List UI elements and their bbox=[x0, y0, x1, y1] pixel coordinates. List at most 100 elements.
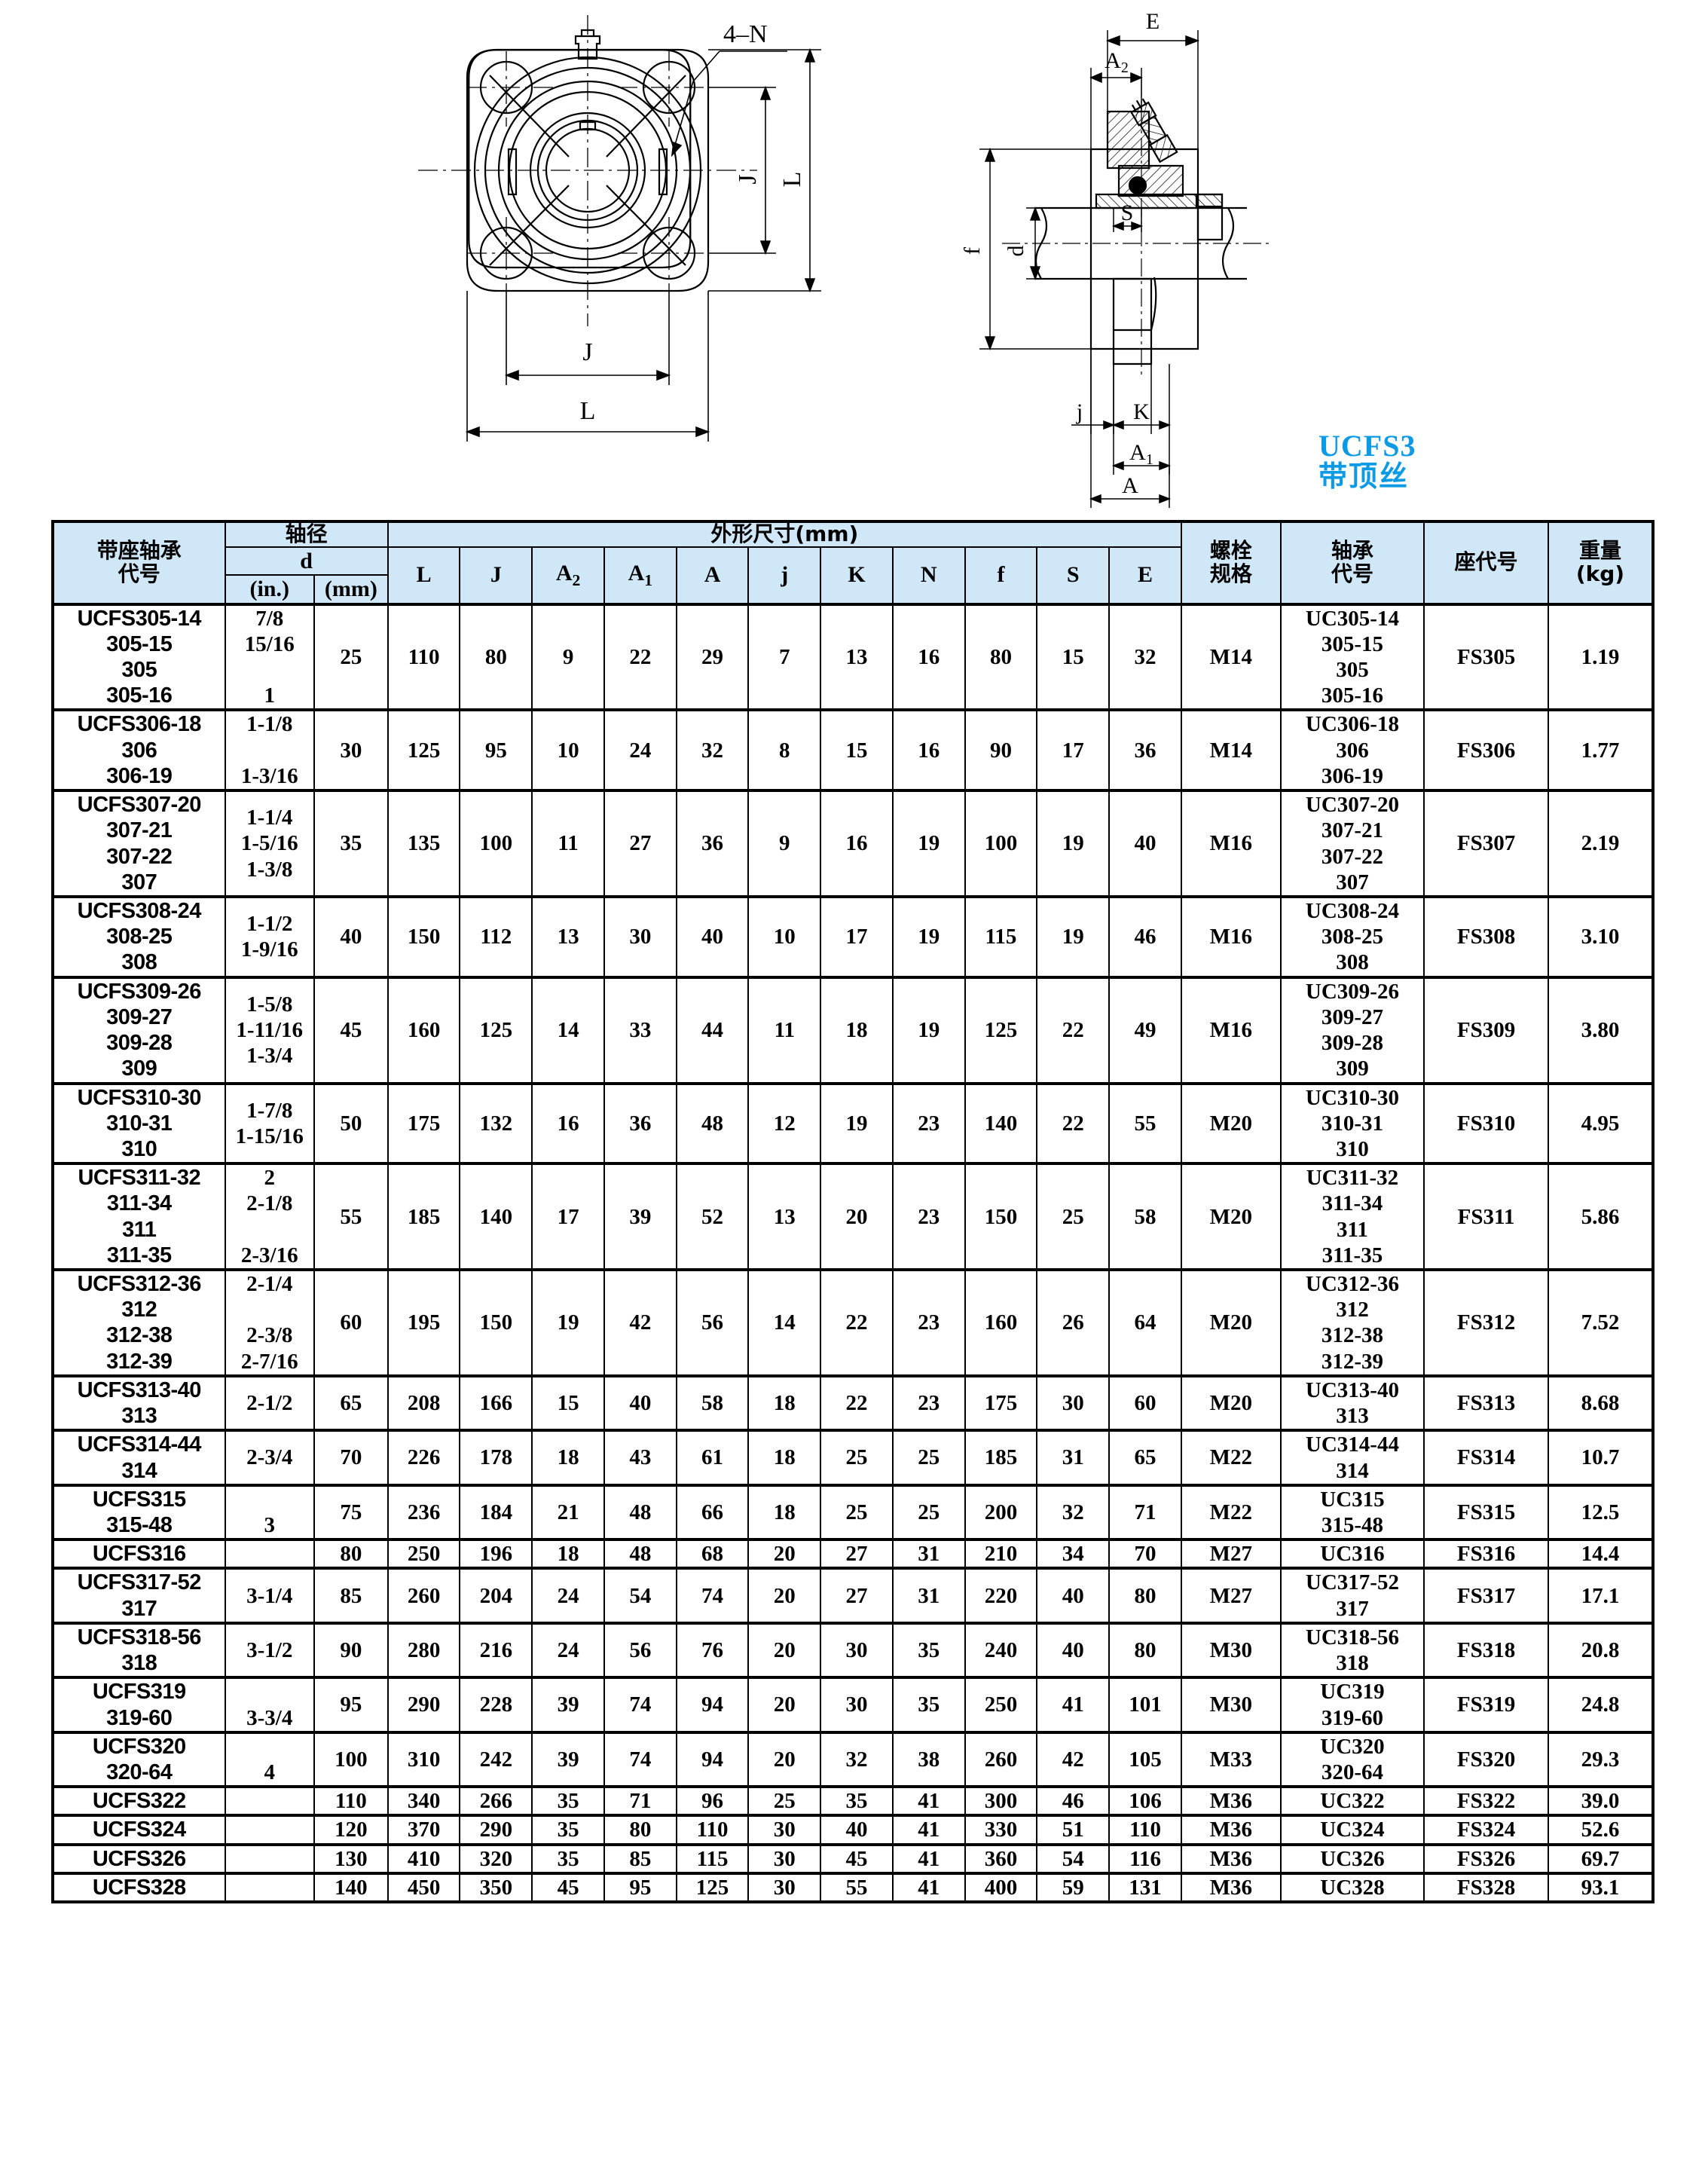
cell-f: 330 bbox=[964, 1814, 1038, 1845]
cell-mm: 45 bbox=[313, 975, 389, 1084]
cell-j: 18 bbox=[747, 1429, 822, 1486]
cell-N: 35 bbox=[891, 1621, 966, 1679]
cell-bolt: M16 bbox=[1180, 789, 1282, 897]
cell-L: 110 bbox=[387, 602, 461, 711]
cell-f: 200 bbox=[964, 1483, 1038, 1541]
cell-inch: 2-1/2 bbox=[224, 1374, 315, 1432]
cell-inch: 1-1/4 1-5/16 1-3/8 bbox=[224, 789, 315, 897]
cell-code: UCFS318-56 318 bbox=[52, 1621, 226, 1679]
cell-N: 41 bbox=[891, 1842, 966, 1874]
front-view-drawing: 4–N J L J L bbox=[418, 15, 821, 442]
cell-K: 27 bbox=[820, 1567, 894, 1624]
cell-bearing: UC318-56 318 bbox=[1279, 1621, 1425, 1679]
cell-code: UCFS309-26 309-27 309-28 309 bbox=[52, 975, 226, 1084]
cell-mm: 50 bbox=[313, 1081, 389, 1165]
cell-S: 25 bbox=[1036, 1162, 1111, 1271]
cell-L: 250 bbox=[387, 1538, 461, 1570]
cell-E: 116 bbox=[1108, 1842, 1182, 1874]
cell-bolt: M20 bbox=[1180, 1268, 1282, 1377]
cell-A1: 42 bbox=[603, 1268, 677, 1377]
cell-housing: FS311 bbox=[1423, 1162, 1549, 1271]
cell-mm: 90 bbox=[313, 1621, 389, 1679]
cell-A2: 18 bbox=[531, 1538, 605, 1570]
cell-bolt: M27 bbox=[1180, 1567, 1282, 1624]
cell-K: 32 bbox=[820, 1730, 894, 1788]
cell-K: 19 bbox=[820, 1081, 894, 1165]
series-name: UCFS3 bbox=[1318, 429, 1416, 463]
cell-housing: FS317 bbox=[1423, 1567, 1549, 1624]
cell-A1: 80 bbox=[603, 1814, 677, 1845]
cell-inch: 2 2-1/8 2-3/16 bbox=[224, 1162, 315, 1271]
cell-A: 68 bbox=[675, 1538, 750, 1570]
cell-code: UCFS317-52 317 bbox=[52, 1567, 226, 1624]
cell-mm: 95 bbox=[313, 1676, 389, 1733]
cell-A2: 17 bbox=[531, 1162, 605, 1271]
cell-housing: FS320 bbox=[1423, 1730, 1549, 1788]
cell-J: 216 bbox=[459, 1621, 533, 1679]
label-f: f bbox=[960, 247, 985, 255]
cell-A: 94 bbox=[675, 1676, 750, 1733]
cell-bearing: UC307-20 307-21 307-22 307 bbox=[1279, 789, 1425, 897]
cell-A2: 14 bbox=[531, 975, 605, 1084]
cell-N: 23 bbox=[891, 1374, 966, 1432]
cell-weight: 17.1 bbox=[1547, 1567, 1655, 1624]
header-row-3: (in.) (mm) bbox=[53, 574, 1653, 605]
cell-mm: 70 bbox=[313, 1429, 389, 1486]
cell-N: 35 bbox=[891, 1676, 966, 1733]
cell-E: 80 bbox=[1108, 1567, 1182, 1624]
cell-code: UCFS315 315-48 bbox=[52, 1483, 226, 1541]
cell-E: 105 bbox=[1108, 1730, 1182, 1788]
cell-N: 25 bbox=[891, 1429, 966, 1486]
cell-J: 80 bbox=[459, 602, 533, 711]
cell-bolt: M36 bbox=[1180, 1842, 1282, 1874]
cell-S: 19 bbox=[1036, 789, 1111, 897]
cell-inch bbox=[224, 1842, 315, 1874]
cell-S: 34 bbox=[1036, 1538, 1111, 1570]
cell-L: 125 bbox=[387, 708, 461, 792]
cell-f: 125 bbox=[964, 975, 1038, 1084]
cell-K: 22 bbox=[820, 1374, 894, 1432]
cell-A1: 71 bbox=[603, 1785, 677, 1817]
cell-L: 310 bbox=[387, 1730, 461, 1788]
cell-A2: 13 bbox=[531, 894, 605, 978]
cell-bearing: UC308-24 308-25 308 bbox=[1279, 894, 1425, 978]
cell-N: 31 bbox=[891, 1538, 966, 1570]
cell-housing: FS307 bbox=[1423, 789, 1549, 897]
cell-inch bbox=[224, 1785, 315, 1817]
cell-mm: 30 bbox=[313, 708, 389, 792]
cell-code: UCFS313-40 313 bbox=[52, 1374, 226, 1432]
cell-E: 46 bbox=[1108, 894, 1182, 978]
cell-bearing: UC314-44 314 bbox=[1279, 1429, 1425, 1486]
table-row: UCFS319 319-60 3-3/4 95 290 228 39 74 94 20 30 35… bbox=[52, 1676, 1655, 1733]
cell-mm: 55 bbox=[313, 1162, 389, 1271]
cell-E: 58 bbox=[1108, 1162, 1182, 1271]
cell-bearing: UC310-30 310-31 310 bbox=[1279, 1081, 1425, 1165]
table-row: UCFS328 140 450 350 45 95 125 30 55 41 400 59 131 M36… bbox=[52, 1871, 1655, 1903]
cell-inch: 3-3/4 bbox=[224, 1676, 315, 1733]
th-dim-j: j bbox=[747, 546, 822, 605]
cell-A2: 45 bbox=[531, 1871, 605, 1903]
cell-housing: FS322 bbox=[1423, 1785, 1549, 1817]
cell-K: 13 bbox=[820, 602, 894, 711]
th-dim-f: f bbox=[964, 546, 1038, 605]
cell-weight: 10.7 bbox=[1547, 1429, 1655, 1486]
cell-inch: 4 bbox=[224, 1730, 315, 1788]
cell-f: 160 bbox=[964, 1268, 1038, 1377]
cell-J: 204 bbox=[459, 1567, 533, 1624]
cell-housing: FS312 bbox=[1423, 1268, 1549, 1377]
cell-A2: 18 bbox=[531, 1429, 605, 1486]
cell-L: 260 bbox=[387, 1567, 461, 1624]
cell-N: 23 bbox=[891, 1268, 966, 1377]
table-row: UCFS320 320-64 4 100 310 242 39 74 94 20 32 38 260… bbox=[52, 1730, 1655, 1788]
cell-f: 240 bbox=[964, 1621, 1038, 1679]
cell-S: 30 bbox=[1036, 1374, 1111, 1432]
cell-bolt: M36 bbox=[1180, 1785, 1282, 1817]
cell-bearing: UC305-14 305-15 305 305-16 bbox=[1279, 602, 1425, 711]
cell-A: 40 bbox=[675, 894, 750, 978]
cell-S: 19 bbox=[1036, 894, 1111, 978]
cell-j: 8 bbox=[747, 708, 822, 792]
cell-inch: 2-3/4 bbox=[224, 1429, 315, 1486]
cell-A1: 30 bbox=[603, 894, 677, 978]
cell-J: 196 bbox=[459, 1538, 533, 1570]
header-row-2: d L J A2 A1 A j K N f S E bbox=[53, 546, 1653, 605]
